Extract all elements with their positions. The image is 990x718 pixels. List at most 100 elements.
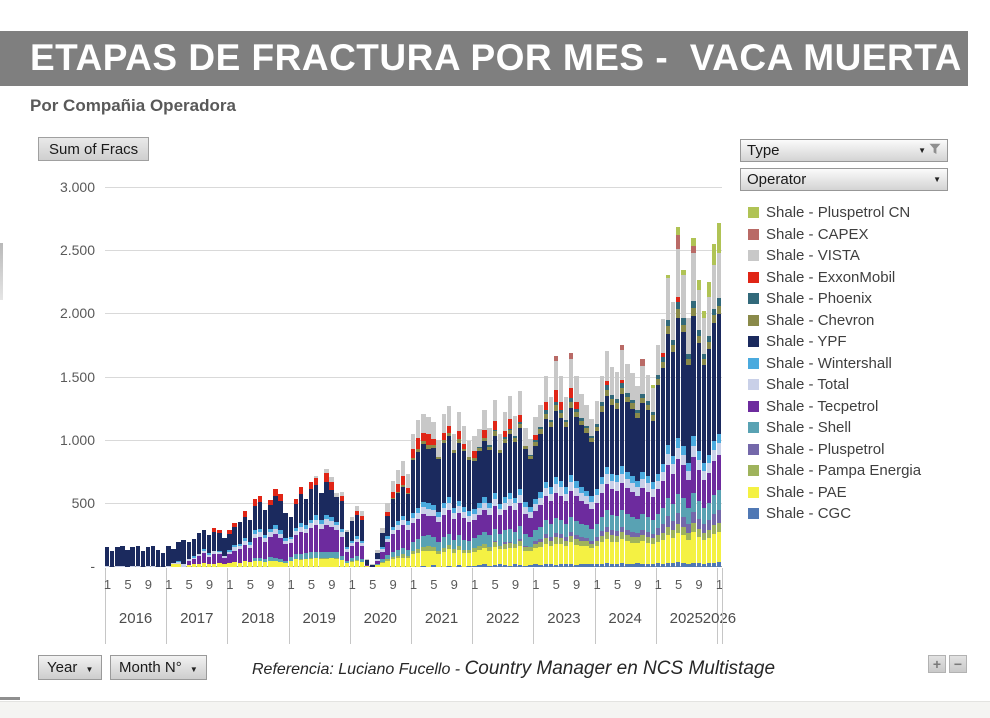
bar-segment [390, 491, 395, 499]
type-filter-button[interactable]: Type ▼ [740, 139, 948, 162]
bar-segment [293, 535, 299, 555]
bar-segment [604, 532, 610, 540]
bar-segment [558, 418, 564, 482]
bar-segment [538, 526, 543, 540]
bar-segment [691, 457, 696, 493]
year-axis-field-button[interactable]: Year ▼ [38, 655, 103, 680]
bar-segment [288, 556, 293, 561]
bar-segment [237, 548, 242, 563]
bar-segment [390, 498, 395, 500]
bar-segment [620, 563, 625, 567]
bar-segment [472, 537, 477, 549]
bar-segment [533, 442, 538, 446]
bar-segment [543, 401, 548, 411]
pivot-value-field-button[interactable]: Sum of Fracs [38, 137, 150, 161]
stacked-bar [359, 510, 365, 567]
stacked-bar [410, 433, 416, 567]
bar-segment [252, 560, 258, 567]
bar-segment [339, 555, 344, 561]
bar-segment [523, 507, 528, 514]
bar-segment [614, 371, 620, 400]
bar-segment [257, 558, 263, 562]
bar-segment [314, 515, 319, 520]
zoom-in-button[interactable]: + [928, 655, 946, 673]
bar-segment [472, 520, 477, 538]
bar-segment [625, 363, 630, 393]
bar-segment [431, 509, 436, 516]
bar-segment [528, 439, 533, 455]
bar-segment [507, 529, 513, 542]
bar-segment [405, 492, 411, 494]
bar-segment [650, 384, 655, 389]
stacked-bar [563, 397, 569, 567]
stacked-bar [344, 529, 350, 567]
chevron-down-icon: ▼ [85, 665, 94, 674]
bar-segment [691, 308, 696, 317]
bar-segment [630, 372, 635, 400]
month-axis-field-button[interactable]: Month N° ▼ [110, 655, 207, 680]
bar-segment [696, 289, 701, 331]
bar-segment [461, 553, 467, 567]
legend-label: Shale - Phoenix [766, 290, 872, 308]
bar-segment [696, 451, 701, 460]
bar-segment [563, 487, 569, 494]
bar-segment [523, 534, 528, 546]
bar-segment [701, 318, 706, 354]
stacked-bar [614, 371, 620, 567]
legend-item: Shale - YPF [748, 331, 921, 353]
bar-segment [451, 512, 457, 520]
bar-segment [232, 544, 237, 548]
zoom-out-button[interactable]: − [949, 655, 967, 673]
bar-segment [518, 502, 523, 526]
bar-segment [676, 513, 681, 525]
bar-segment [711, 513, 717, 526]
bar-segment [716, 509, 722, 523]
bar-segment [329, 482, 334, 490]
bar-segment [278, 533, 283, 538]
bar-segment [431, 547, 436, 552]
reference-label: Referencia: [252, 661, 334, 678]
bar-segment [446, 426, 452, 433]
bar-segment [620, 483, 625, 511]
stacked-bar [370, 564, 375, 567]
bar-segment [293, 503, 299, 528]
bar-segment [380, 532, 385, 548]
bar-segment [257, 529, 263, 533]
bar-segment [558, 537, 564, 544]
operator-field-button[interactable]: Operator ▼ [740, 168, 948, 191]
bar-segment [609, 404, 615, 474]
bar-segment [441, 413, 446, 433]
bar-segment [405, 487, 411, 493]
bar-segment [201, 530, 207, 550]
bar-segment [665, 526, 671, 535]
bar-segment [523, 448, 528, 503]
bar-segment [614, 563, 620, 567]
bar-segment [548, 397, 554, 420]
bar-segment [467, 549, 472, 554]
bar-segment [630, 516, 635, 532]
bar-segment [273, 496, 278, 526]
bar-segment [334, 496, 339, 522]
stacked-bar [441, 413, 446, 567]
bar-segment [518, 422, 523, 424]
legend-item: Shale - ExxonMobil [748, 267, 921, 289]
bar-segment [324, 552, 329, 558]
bar-segment [706, 530, 712, 538]
bar-segment [507, 541, 513, 544]
bar-segment [232, 561, 237, 567]
bar-segment [385, 503, 390, 513]
bar-segment [206, 553, 212, 556]
bar-segment [691, 436, 696, 446]
legend-label: Shale - CGC [766, 505, 852, 523]
plot-area: - 500 1.000 1.500 2.000 2.500 3.000 [60, 179, 722, 574]
bar-segment [625, 479, 630, 489]
bar-segment [518, 390, 523, 415]
bar-segment [584, 503, 589, 526]
bar-segment [288, 536, 293, 540]
bar-segment [696, 519, 701, 530]
bar-segment [400, 476, 406, 485]
bar-segment [446, 544, 452, 550]
bar-segment [237, 545, 242, 549]
bar-segment [640, 472, 645, 480]
bar-segment [650, 412, 655, 416]
